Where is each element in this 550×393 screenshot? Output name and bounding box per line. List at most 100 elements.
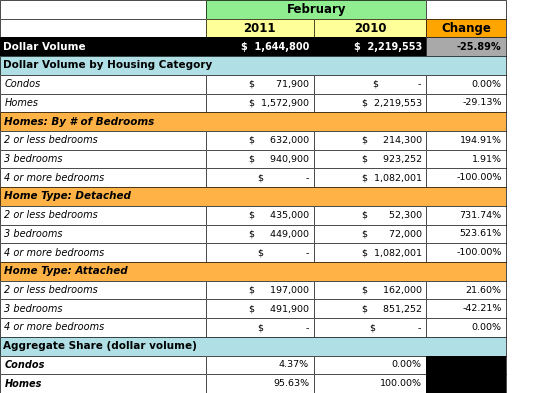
Text: $  2,219,553: $ 2,219,553 (362, 98, 422, 107)
Bar (206, 94, 314, 112)
Text: 3 bedrooms: 3 bedrooms (4, 154, 63, 164)
Text: Aggregate Share (dollar volume): Aggregate Share (dollar volume) (3, 341, 197, 351)
Bar (0, 243, 206, 262)
Bar (206, 243, 314, 262)
Bar (426, 0, 506, 19)
Bar (0, 262, 506, 281)
Text: $              -: $ - (371, 323, 422, 332)
Bar (426, 224, 506, 243)
Bar (0, 187, 506, 206)
Text: 21.60%: 21.60% (466, 286, 502, 295)
Text: 4 or more bedrooms: 4 or more bedrooms (4, 248, 104, 258)
Text: Dollar Volume: Dollar Volume (3, 42, 86, 52)
Bar (314, 131, 426, 150)
Bar (314, 75, 426, 94)
Text: $       52,300: $ 52,300 (362, 211, 422, 220)
Bar (0, 94, 206, 112)
Text: $     491,900: $ 491,900 (249, 304, 309, 313)
Bar (426, 356, 506, 374)
Bar (0, 299, 206, 318)
Bar (0, 19, 206, 37)
Bar (426, 374, 506, 393)
Bar (0, 206, 206, 224)
Bar (314, 281, 426, 299)
Bar (314, 94, 426, 112)
Bar (314, 131, 426, 150)
Text: Dollar Volume by Housing Category: Dollar Volume by Housing Category (3, 61, 212, 70)
Bar (426, 243, 506, 262)
Bar (0, 37, 206, 56)
Bar (206, 243, 314, 262)
Bar (206, 206, 314, 224)
Bar (0, 75, 206, 94)
Bar (426, 318, 506, 337)
Bar (0, 187, 506, 206)
Bar (0, 19, 206, 37)
Bar (0, 224, 206, 243)
Bar (0, 169, 206, 187)
Text: -42.21%: -42.21% (462, 304, 502, 313)
Text: Homes: Homes (4, 98, 38, 108)
Bar (426, 37, 506, 56)
Text: 2 or less bedrooms: 2 or less bedrooms (4, 210, 98, 220)
Bar (0, 56, 506, 75)
Bar (426, 75, 506, 94)
Bar (0, 374, 206, 393)
Bar (206, 19, 314, 37)
Text: 3 bedrooms: 3 bedrooms (4, 229, 63, 239)
Bar (314, 318, 426, 337)
Bar (0, 37, 206, 56)
Bar (426, 281, 506, 299)
Bar (426, 0, 506, 19)
Bar (426, 356, 506, 374)
Text: $              -: $ - (258, 323, 309, 332)
Bar (206, 75, 314, 94)
Bar (0, 299, 206, 318)
Bar (314, 374, 426, 393)
Text: -100.00%: -100.00% (456, 173, 502, 182)
Bar (426, 318, 506, 337)
Bar (206, 131, 314, 150)
Bar (314, 356, 426, 374)
Text: $       71,900: $ 71,900 (249, 80, 309, 89)
Bar (0, 318, 206, 337)
Bar (426, 94, 506, 112)
Bar (426, 19, 506, 37)
Bar (206, 374, 314, 393)
Bar (206, 318, 314, 337)
Text: $     435,000: $ 435,000 (249, 211, 309, 220)
Bar (206, 37, 314, 56)
Bar (206, 356, 314, 374)
Bar (206, 224, 314, 243)
Text: 2 or less bedrooms: 2 or less bedrooms (4, 135, 98, 145)
Bar (0, 374, 206, 393)
Text: 100.00%: 100.00% (380, 379, 422, 388)
Bar (206, 150, 314, 169)
Text: 2 or less bedrooms: 2 or less bedrooms (4, 285, 98, 295)
Bar (206, 19, 314, 37)
Text: 731.74%: 731.74% (459, 211, 502, 220)
Bar (426, 299, 506, 318)
Bar (0, 0, 206, 19)
Text: 4 or more bedrooms: 4 or more bedrooms (4, 323, 104, 332)
Bar (206, 169, 314, 187)
Text: $     923,252: $ 923,252 (362, 154, 422, 163)
Bar (314, 169, 426, 187)
Bar (0, 150, 206, 169)
Bar (0, 150, 206, 169)
Bar (426, 281, 506, 299)
Bar (314, 206, 426, 224)
Bar (426, 131, 506, 150)
Bar (426, 94, 506, 112)
Bar (314, 318, 426, 337)
Text: $     197,000: $ 197,000 (249, 286, 309, 295)
Bar (314, 356, 426, 374)
Bar (206, 281, 314, 299)
Bar (0, 356, 206, 374)
Bar (426, 150, 506, 169)
Bar (0, 337, 506, 356)
Text: 2011: 2011 (244, 22, 276, 35)
Text: 4 or more bedrooms: 4 or more bedrooms (4, 173, 104, 183)
Bar (426, 243, 506, 262)
Text: 4.37%: 4.37% (279, 360, 309, 369)
